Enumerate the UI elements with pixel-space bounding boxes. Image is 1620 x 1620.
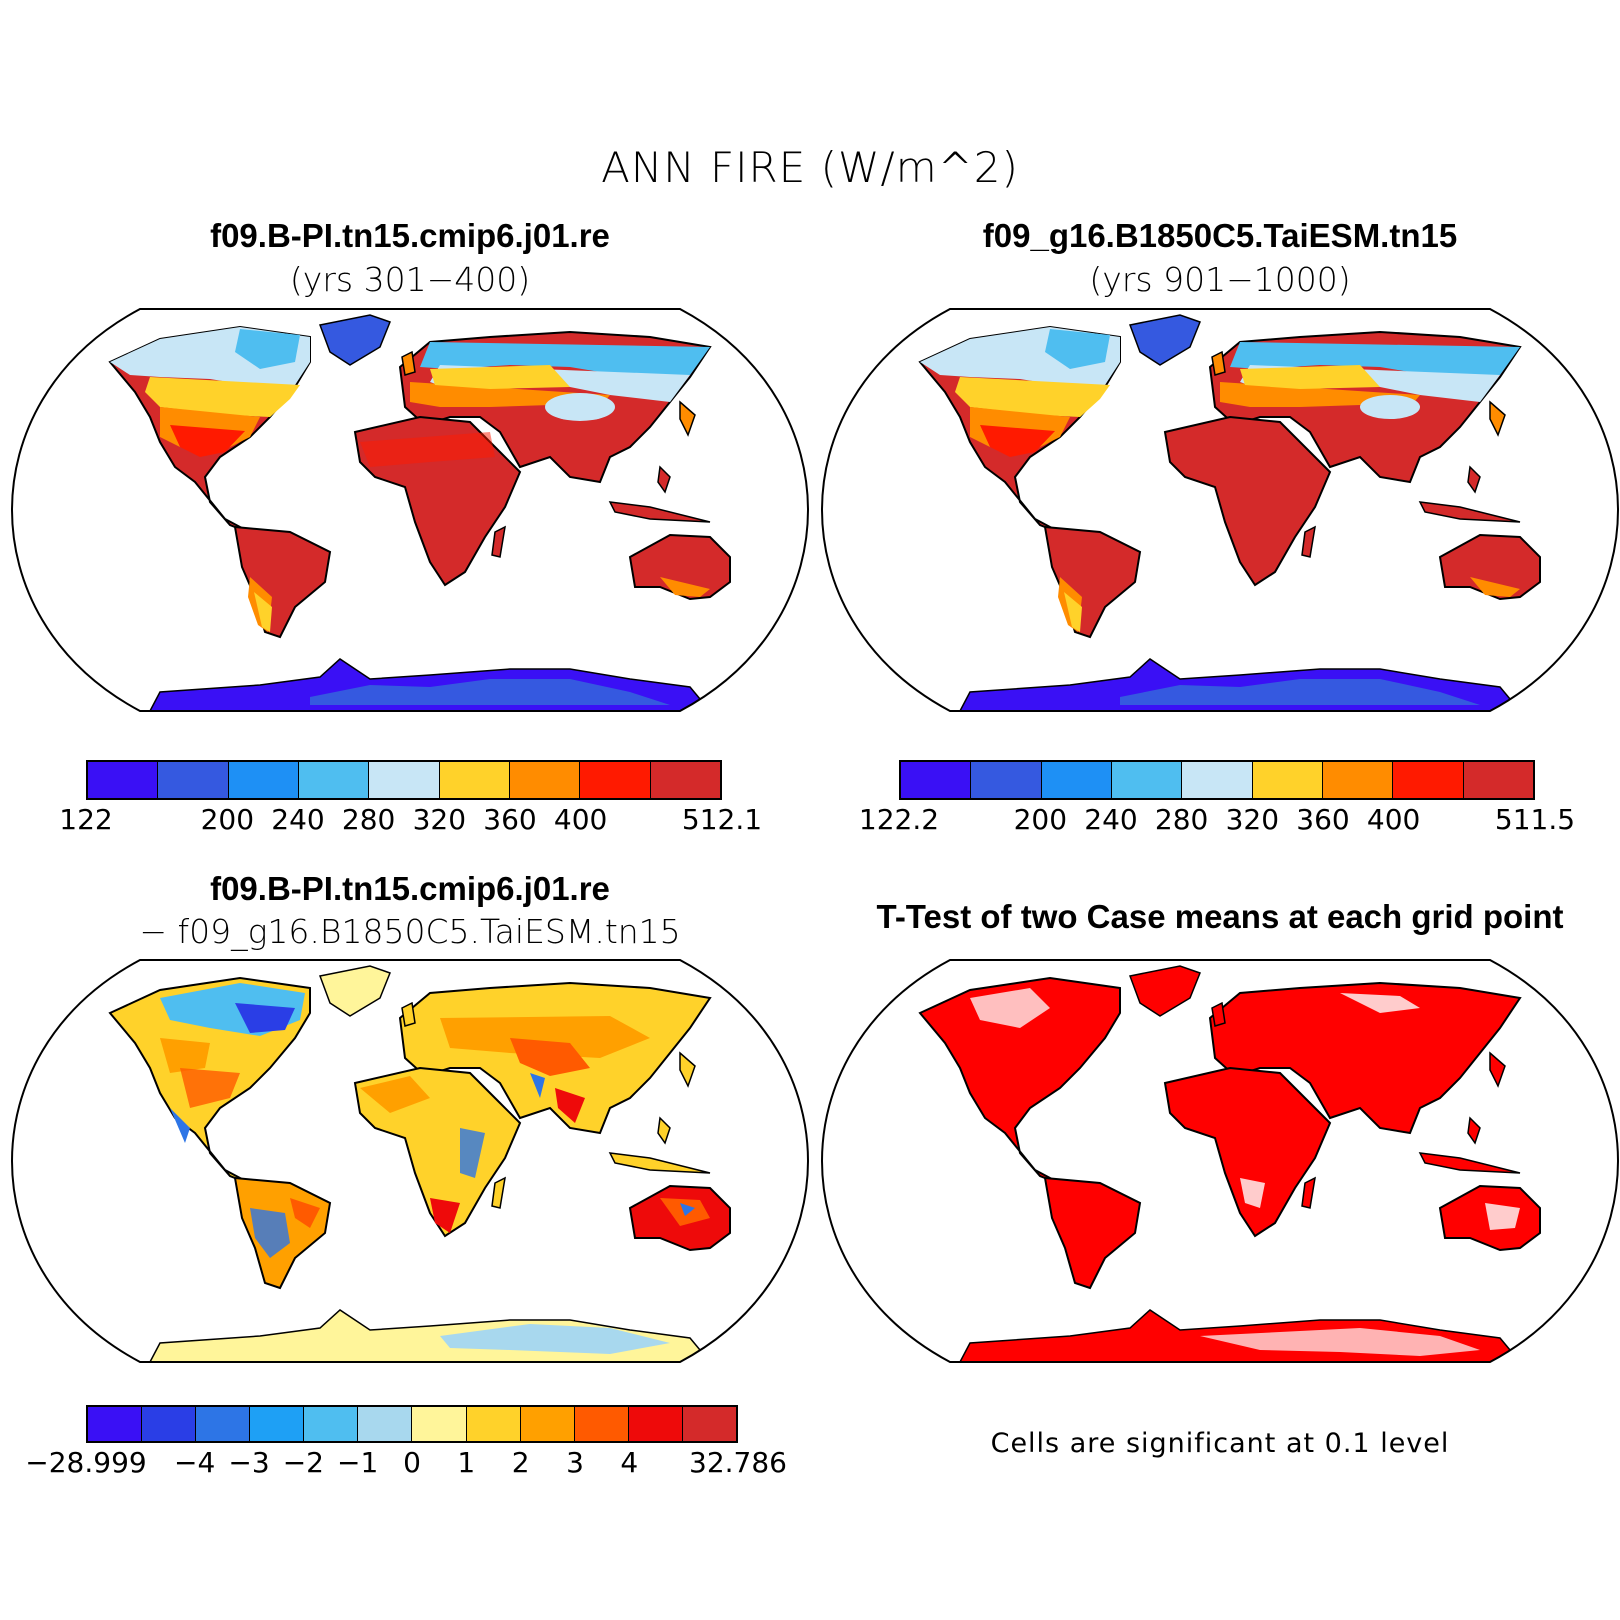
significance-note: Cells are significant at 0.1 level	[990, 1428, 1450, 1459]
colorbar-tick-label: 122.2	[858, 803, 940, 836]
colorbar-box	[439, 762, 510, 798]
colorbar-box	[298, 762, 370, 798]
colorbar-tick-label: 2	[511, 1446, 530, 1479]
colorbar-box	[1322, 762, 1394, 798]
colorbar-tick-label: 3	[566, 1446, 584, 1479]
colorbar-bottom-left	[86, 1405, 738, 1443]
colorbar-box	[1393, 762, 1464, 798]
map-top-right	[820, 308, 1620, 712]
top-left-case-title: f09.B-PI.tn15.cmip6.j01.re	[210, 217, 610, 254]
colorbar-box	[142, 1407, 197, 1441]
colorbar-box	[682, 1407, 736, 1441]
colorbar-box	[628, 1407, 683, 1441]
colorbar-tick-label: 1	[457, 1446, 476, 1479]
colorbar-box	[580, 762, 651, 798]
colorbar-tick-label: 511.5	[1494, 803, 1576, 836]
map-top-left	[10, 308, 810, 712]
colorbar-box	[304, 1407, 359, 1441]
colorbar-box	[88, 1407, 143, 1441]
colorbar-box	[250, 1407, 305, 1441]
colorbar-box	[358, 1407, 413, 1441]
colorbar-tick-label: −1	[337, 1446, 379, 1479]
colorbar-box	[1041, 762, 1112, 798]
colorbar-box	[228, 762, 299, 798]
colorbar-tick-label: 200	[200, 803, 255, 836]
colorbar-tick-label: 360	[1296, 803, 1350, 836]
colorbar-box	[1111, 762, 1183, 798]
colorbar-tick-label: 0	[403, 1446, 421, 1479]
bottom-left-case-a: f09.B-PI.tn15.cmip6.j01.re	[210, 870, 610, 907]
colorbar-tick-label: 512.1	[681, 803, 763, 836]
colorbar-tick-label: −4	[174, 1446, 216, 1479]
colorbar-tick-label: −28.999	[25, 1446, 147, 1479]
colorbar-tick-label: −3	[228, 1446, 270, 1479]
bottom-right-title: T-Test of two Case means at each grid po…	[876, 898, 1564, 935]
top-right-case-title: f09_g16.B1850C5.TaiESM.tn15	[982, 217, 1458, 254]
colorbar-box	[509, 762, 581, 798]
colorbar-tick-label: 280	[1154, 803, 1209, 836]
colorbar-tick-label: 320	[412, 803, 467, 836]
colorbar-box	[650, 762, 720, 798]
colorbar-tick-label: 400	[553, 803, 608, 836]
map-bottom-right	[820, 959, 1620, 1363]
map-bottom-left	[10, 959, 810, 1363]
colorbar-tick-label: 240	[271, 803, 325, 836]
colorbar-tick-label: 360	[483, 803, 537, 836]
colorbar-tick-label: 320	[1225, 803, 1280, 836]
colorbar-tick-label: 400	[1366, 803, 1421, 836]
colorbar-box	[466, 1407, 521, 1441]
colorbar-box	[520, 1407, 575, 1441]
colorbar-box	[971, 762, 1042, 798]
colorbar-top-left	[86, 760, 722, 800]
top-left-years: (yrs 301−400)	[289, 260, 531, 299]
colorbar-box	[1252, 762, 1323, 798]
top-right-years: (yrs 901−1000)	[1089, 260, 1351, 299]
colorbar-tick-label: 200	[1013, 803, 1068, 836]
colorbar-box	[412, 1407, 467, 1441]
colorbar-box	[369, 762, 440, 798]
colorbar-tick-label: 240	[1084, 803, 1138, 836]
colorbar-box	[574, 1407, 629, 1441]
colorbar-tick-label: 4	[620, 1446, 639, 1479]
figure-title: ANN FIRE (W/m^2)	[601, 143, 1019, 192]
colorbar-box	[1182, 762, 1253, 798]
colorbar-box	[901, 762, 972, 798]
bottom-left-case-b: − f09_g16.B1850C5.TaiESM.tn15	[139, 912, 681, 951]
colorbar-tick-label: 122	[59, 803, 113, 836]
colorbar-tick-label: −2	[282, 1446, 324, 1479]
colorbar-box	[1463, 762, 1533, 798]
colorbar-top-right	[899, 760, 1535, 800]
colorbar-box	[196, 1407, 251, 1441]
colorbar-tick-label: 280	[341, 803, 396, 836]
colorbar-tick-label: 32.786	[689, 1446, 787, 1479]
colorbar-box	[88, 762, 159, 798]
colorbar-box	[158, 762, 229, 798]
